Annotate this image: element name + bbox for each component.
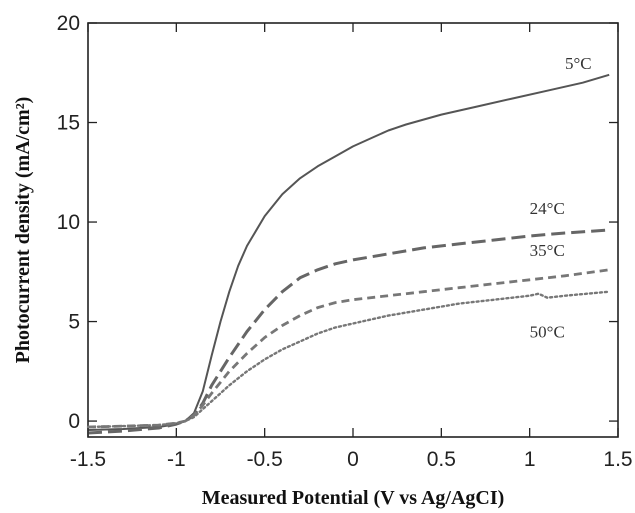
series-line-3 (86, 290, 611, 429)
x-tick-label: -0.5 (247, 448, 283, 471)
series-label-1: 24°C (530, 199, 565, 218)
series-layer (86, 73, 611, 435)
x-tick-label: 0 (347, 448, 359, 471)
labels-layer: 5°C 24°C 35°C 50°C (530, 54, 592, 342)
x-tick-label: -1.5 (70, 448, 106, 471)
x-axis-title: Measured Potential (V vs Ag/AgCI) (202, 487, 505, 509)
series-label-2: 35°C (530, 241, 565, 260)
x-tick-label: 1.5 (603, 448, 632, 471)
series-label-3: 50°C (530, 322, 565, 341)
ticks-layer: -1.5 -1 -0.5 0 0.5 1 1.5 0 5 10 15 20 (57, 12, 633, 471)
series-line-1 (87, 228, 610, 435)
series-label-0: 5°C (565, 54, 592, 73)
y-tick-label: 10 (57, 211, 80, 234)
x-tick-label: 1 (524, 448, 536, 471)
y-axis-title: Photocurrent density (mA/cm²) (12, 97, 34, 364)
y-tick-label: 15 (57, 112, 80, 135)
y-tick-label: 0 (68, 410, 80, 433)
y-tick-label: 20 (57, 12, 80, 35)
y-tick-label: 5 (68, 311, 80, 334)
x-tick-label: 0.5 (427, 448, 456, 471)
x-tick-label: -1 (167, 448, 186, 471)
